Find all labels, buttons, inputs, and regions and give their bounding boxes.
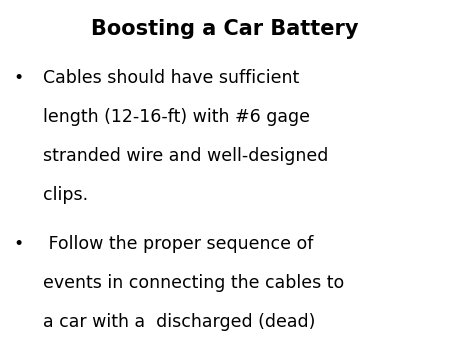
Text: events in connecting the cables to: events in connecting the cables to [43, 274, 344, 292]
Text: •: • [14, 69, 24, 87]
Text: Follow the proper sequence of: Follow the proper sequence of [43, 235, 313, 253]
Text: stranded wire and well-designed: stranded wire and well-designed [43, 147, 328, 165]
Text: length (12-16-ft) with #6 gage: length (12-16-ft) with #6 gage [43, 108, 310, 126]
Text: clips.: clips. [43, 186, 88, 204]
Text: Boosting a Car Battery: Boosting a Car Battery [91, 19, 359, 39]
Text: •: • [14, 235, 24, 253]
Text: Cables should have sufficient: Cables should have sufficient [43, 69, 299, 87]
Text: a car with a  discharged (dead): a car with a discharged (dead) [43, 313, 315, 331]
